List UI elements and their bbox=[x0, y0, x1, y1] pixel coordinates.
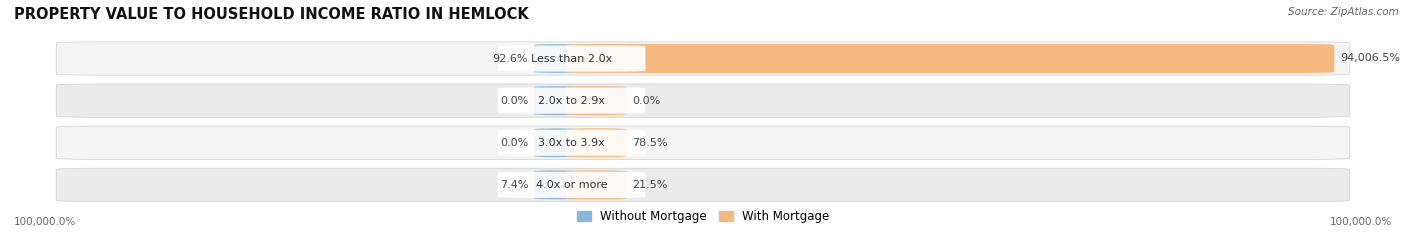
Text: 100,000.0%: 100,000.0% bbox=[14, 217, 76, 227]
FancyBboxPatch shape bbox=[56, 84, 1350, 117]
FancyBboxPatch shape bbox=[567, 44, 1334, 73]
Text: 2.0x to 2.9x: 2.0x to 2.9x bbox=[538, 96, 605, 106]
FancyBboxPatch shape bbox=[567, 170, 627, 199]
FancyBboxPatch shape bbox=[498, 88, 645, 114]
FancyBboxPatch shape bbox=[567, 86, 627, 115]
FancyBboxPatch shape bbox=[498, 45, 645, 72]
Text: 92.6%: 92.6% bbox=[492, 54, 529, 63]
FancyBboxPatch shape bbox=[56, 168, 1350, 201]
Text: 78.5%: 78.5% bbox=[633, 138, 668, 148]
FancyBboxPatch shape bbox=[534, 170, 578, 199]
Text: 3.0x to 3.9x: 3.0x to 3.9x bbox=[538, 138, 605, 148]
Text: Less than 2.0x: Less than 2.0x bbox=[531, 54, 612, 63]
Legend: Without Mortgage, With Mortgage: Without Mortgage, With Mortgage bbox=[572, 206, 834, 228]
Text: 0.0%: 0.0% bbox=[501, 96, 529, 106]
Text: Source: ZipAtlas.com: Source: ZipAtlas.com bbox=[1288, 7, 1399, 17]
Text: 0.0%: 0.0% bbox=[501, 138, 529, 148]
FancyBboxPatch shape bbox=[534, 86, 578, 115]
FancyBboxPatch shape bbox=[56, 42, 1350, 75]
Text: 21.5%: 21.5% bbox=[633, 180, 668, 190]
FancyBboxPatch shape bbox=[534, 44, 578, 73]
Text: 0.0%: 0.0% bbox=[633, 96, 661, 106]
FancyBboxPatch shape bbox=[498, 130, 645, 156]
Text: 100,000.0%: 100,000.0% bbox=[1330, 217, 1392, 227]
FancyBboxPatch shape bbox=[567, 128, 627, 157]
Text: 4.0x or more: 4.0x or more bbox=[536, 180, 607, 190]
Text: 7.4%: 7.4% bbox=[499, 180, 529, 190]
Text: 94,006.5%: 94,006.5% bbox=[1340, 54, 1400, 63]
FancyBboxPatch shape bbox=[534, 128, 578, 157]
FancyBboxPatch shape bbox=[498, 172, 645, 198]
FancyBboxPatch shape bbox=[56, 126, 1350, 159]
Text: PROPERTY VALUE TO HOUSEHOLD INCOME RATIO IN HEMLOCK: PROPERTY VALUE TO HOUSEHOLD INCOME RATIO… bbox=[14, 7, 529, 22]
